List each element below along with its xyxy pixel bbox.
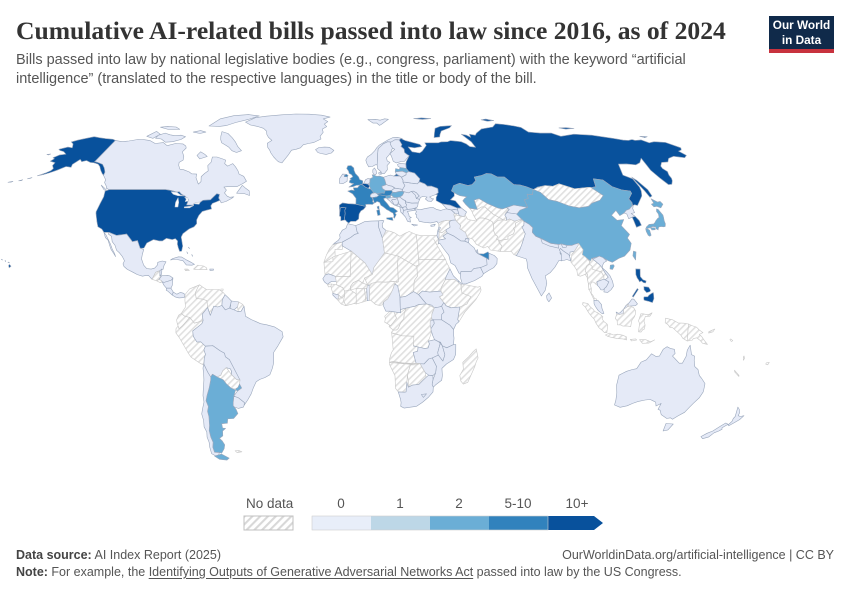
svg-text:0: 0 [337,496,345,511]
svg-text:No data: No data [246,496,294,511]
svg-text:5-10: 5-10 [504,496,531,511]
svg-text:10+: 10+ [566,496,589,511]
svg-text:1: 1 [396,496,404,511]
svg-text:2: 2 [455,496,463,511]
